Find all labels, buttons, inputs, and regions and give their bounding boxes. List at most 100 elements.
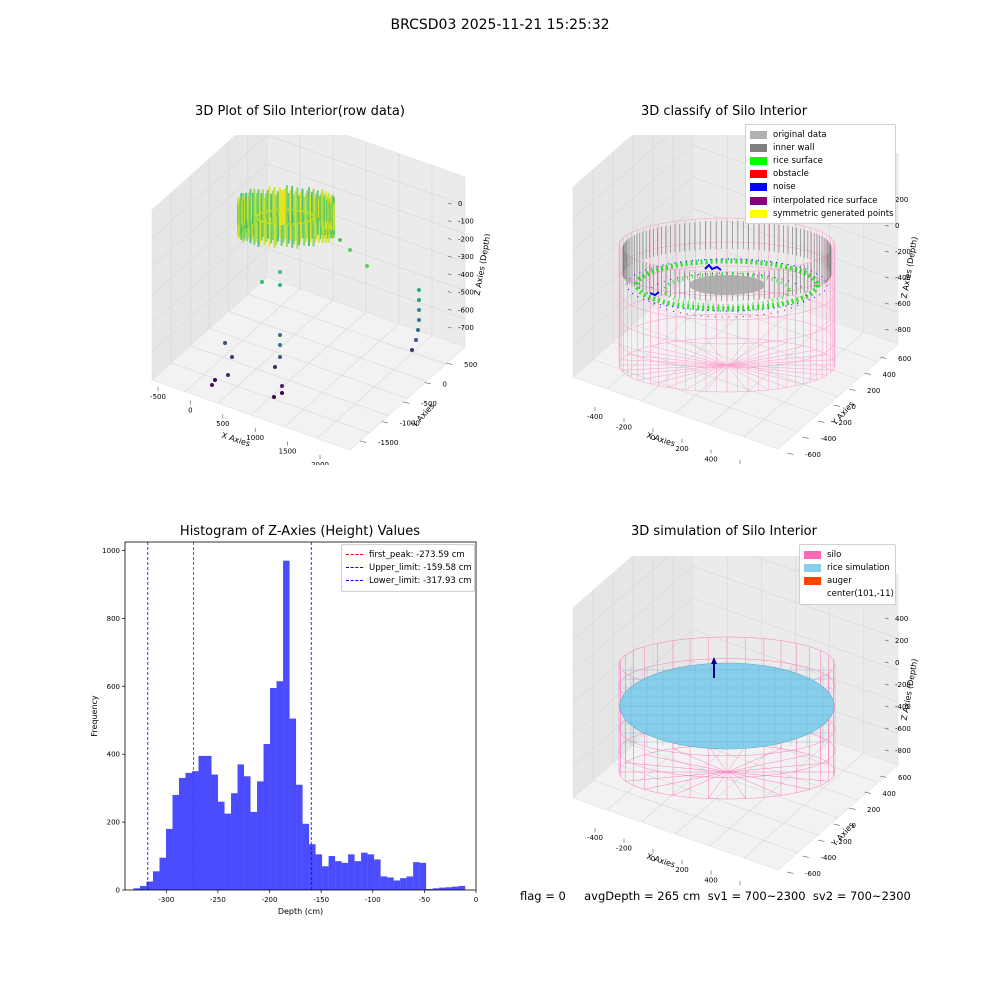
- legend-label: rice surface: [773, 155, 823, 166]
- y-axis-tick-label: -500: [421, 400, 437, 408]
- silo-spoke: [726, 754, 810, 773]
- surface-point: [278, 187, 281, 223]
- x-tick-label: -150: [313, 896, 329, 904]
- surface-point: [274, 222, 278, 226]
- surface-point: [250, 210, 253, 240]
- z-axis-tick-label: -500: [458, 289, 474, 297]
- x-tick-label: -100: [365, 896, 381, 904]
- silo-spoke: [726, 771, 810, 790]
- surface-point: [291, 186, 294, 225]
- data-point: [417, 318, 421, 322]
- silo-spoke: [726, 342, 788, 366]
- legend-entry: rice surface: [750, 154, 891, 167]
- legend-entry: rice simulation: [804, 561, 891, 574]
- z-axis-tick-label: -400: [458, 271, 474, 279]
- surface-point: [299, 215, 302, 242]
- surface-point: [285, 185, 288, 226]
- silo-spoke: [726, 349, 817, 366]
- y-axis-tick-mark: [786, 871, 794, 874]
- surface-point: [322, 209, 325, 239]
- silo-spoke: [621, 364, 728, 371]
- legend-entry: interpolated rice surface: [750, 194, 891, 207]
- rice-surface-points: [663, 272, 791, 308]
- surface-point: [285, 210, 288, 247]
- surface-point: [270, 213, 273, 244]
- z-axis-tick-mark: [884, 639, 889, 642]
- legend-entry: obstacle: [750, 168, 891, 181]
- z-axis-tick-mark: [884, 661, 889, 664]
- silo-spoke: [650, 364, 728, 385]
- z-axis-tick-mark: [884, 683, 889, 686]
- z-axis-tick-mark: [447, 308, 452, 311]
- surface-point: [315, 193, 318, 222]
- histogram-bar: [178, 777, 186, 890]
- z-axis-tick-label: -200: [895, 248, 911, 256]
- surface-point: [296, 208, 299, 249]
- z-axis-tick-label: -600: [895, 300, 911, 308]
- x-tick-label: -250: [210, 896, 226, 904]
- z-axis-tick-label: -200: [895, 681, 911, 689]
- silo-spoke: [637, 349, 728, 366]
- surface-point: [303, 210, 306, 246]
- y-axis-tick-mark: [424, 382, 431, 385]
- surface-point: [304, 193, 307, 219]
- surface-point: [305, 220, 308, 224]
- y-axis-tick-mark: [359, 440, 367, 443]
- y-axis-tick-mark: [848, 807, 856, 810]
- z-axis-tick-mark: [447, 202, 452, 205]
- legend-label: interpolated rice surface: [773, 195, 878, 206]
- z-axis-tick-label: 200: [895, 196, 908, 204]
- surface-point: [300, 209, 304, 213]
- silo-spoke: [726, 354, 827, 366]
- y-tick-label: 600: [107, 683, 120, 691]
- legend-swatch: [750, 196, 767, 205]
- surface-point: [277, 216, 280, 242]
- y-axis-tick-mark: [879, 775, 887, 778]
- silo-spoke: [726, 771, 782, 796]
- legend-swatch: [750, 156, 767, 165]
- y-axis-tick-label: 0: [852, 403, 856, 411]
- silo-spoke: [726, 345, 804, 366]
- surface-point: [309, 195, 312, 219]
- surface-point: [257, 206, 260, 247]
- surface-point: [295, 209, 298, 212]
- surface-point: [287, 214, 290, 244]
- silo-spoke: [672, 748, 728, 773]
- x-axis-tick-label: -200: [616, 424, 632, 432]
- noise-points: [626, 258, 828, 312]
- z-axis-tick-mark: [884, 250, 889, 253]
- histogram-bar: [250, 811, 258, 890]
- histogram-bar: [276, 681, 284, 890]
- surface-point: [260, 211, 263, 214]
- y-axis-tick-mark: [864, 372, 871, 375]
- x-axis-tick-label: 0: [188, 407, 192, 415]
- surface-point: [298, 209, 301, 212]
- grid-line: [672, 289, 879, 362]
- raw-plot-title: 3D Plot of Silo Interior(row data): [195, 104, 405, 119]
- surface-point: [312, 207, 315, 247]
- y-tick-label: 800: [107, 615, 120, 623]
- x-axis-tick-label: 500: [216, 420, 229, 428]
- legend-entry: Lower_limit: -317.93 cm: [346, 574, 471, 587]
- y-axis-tick-mark: [802, 436, 809, 439]
- data-point: [348, 248, 352, 252]
- silo-spoke: [705, 338, 728, 366]
- legend-label: inner wall: [773, 142, 815, 153]
- data-point: [417, 298, 421, 302]
- z-axis-tick-mark: [884, 749, 889, 752]
- surface-point: [264, 221, 267, 224]
- legend-label: silo: [827, 549, 842, 560]
- data-point: [273, 365, 277, 369]
- surface-point: [316, 190, 319, 226]
- z-axis-tick-mark: [447, 238, 452, 240]
- z-axis-label: Z Axies (Depth): [473, 233, 490, 296]
- surface-point: [277, 222, 281, 226]
- surface-point: [249, 188, 252, 229]
- y-axis-tick-label: -600: [805, 451, 821, 459]
- z-axis-tick-label: -400: [895, 274, 911, 282]
- legend-swatch: [750, 130, 767, 139]
- z-axis-label: Z Axies (Depth): [900, 658, 920, 721]
- histogram-bar: [367, 854, 375, 890]
- y-axis-tick-mark: [445, 362, 453, 365]
- histogram-bar: [283, 560, 290, 890]
